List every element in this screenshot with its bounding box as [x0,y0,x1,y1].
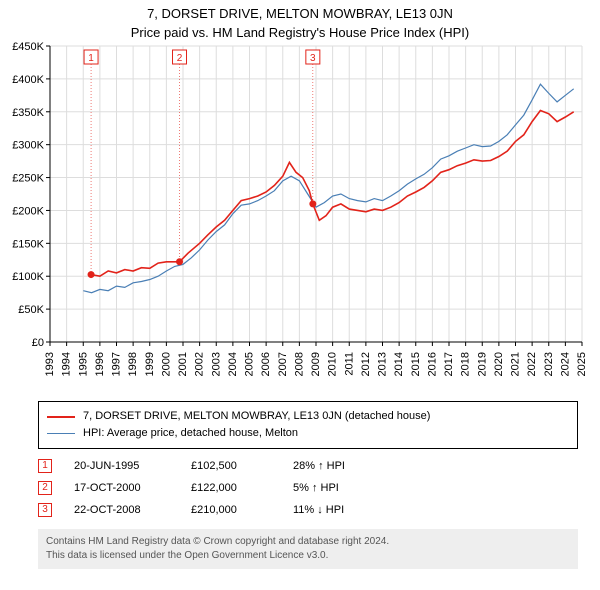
x-tick-label: 1996 [94,352,106,376]
sale-flag-label: 1 [88,53,94,64]
sale-marker-box: 1 [38,459,52,473]
x-tick-label: 2007 [277,352,289,376]
x-tick-label: 1995 [77,352,89,376]
x-tick-label: 2000 [160,352,172,376]
y-tick-label: £450K [12,42,44,53]
x-tick-label: 2001 [177,352,189,376]
y-tick-label: £250K [12,173,44,185]
legend-swatch [47,416,75,418]
x-tick-label: 2021 [510,352,522,376]
sale-diff: 28% ↑ HPI [293,455,345,477]
x-tick-label: 2013 [377,352,389,376]
sale-price: £102,500 [191,455,271,477]
sale-row: 2 17-OCT-2000 £122,000 5% ↑ HPI [38,477,578,499]
y-tick-label: £300K [12,140,44,152]
y-tick-label: £150K [12,238,44,250]
legend-label: HPI: Average price, detached house, Melt… [83,425,298,442]
footer-line1: Contains HM Land Registry data © Crown c… [46,535,570,549]
x-tick-label: 2016 [426,352,438,376]
x-tick-label: 2020 [493,352,505,376]
y-tick-label: £50K [18,304,44,316]
sale-date: 20-JUN-1995 [74,455,169,477]
x-tick-label: 2023 [543,352,555,376]
sale-price: £122,000 [191,477,271,499]
title-address: 7, DORSET DRIVE, MELTON MOWBRAY, LE13 0J… [0,6,600,21]
legend-row: HPI: Average price, detached house, Melt… [47,425,569,442]
sale-marker-box: 2 [38,481,52,495]
x-tick-label: 2005 [244,352,256,376]
x-tick-label: 2003 [210,352,222,376]
chart-container: 7, DORSET DRIVE, MELTON MOWBRAY, LE13 0J… [0,0,600,569]
sale-date: 22-OCT-2008 [74,499,169,521]
sale-diff: 5% ↑ HPI [293,477,339,499]
sale-price: £210,000 [191,499,271,521]
x-tick-label: 2014 [393,352,405,376]
attribution-footer: Contains HM Land Registry data © Crown c… [38,529,578,569]
x-tick-label: 2025 [576,352,588,376]
x-tick-label: 1994 [61,352,73,376]
y-tick-label: £200K [12,205,44,217]
x-tick-label: 2009 [310,352,322,376]
x-tick-label: 2019 [476,352,488,376]
legend-label: 7, DORSET DRIVE, MELTON MOWBRAY, LE13 0J… [83,408,430,425]
y-tick-label: £100K [12,271,44,283]
x-tick-label: 1998 [127,352,139,376]
sale-marker-box: 3 [38,503,52,517]
legend: 7, DORSET DRIVE, MELTON MOWBRAY, LE13 0J… [38,401,578,449]
y-tick-label: £0 [32,337,44,349]
legend-row: 7, DORSET DRIVE, MELTON MOWBRAY, LE13 0J… [47,408,569,425]
y-tick-label: £400K [12,74,44,86]
x-tick-label: 1999 [144,352,156,376]
sale-row: 1 20-JUN-1995 £102,500 28% ↑ HPI [38,455,578,477]
x-tick-label: 1997 [111,352,123,376]
x-tick-label: 2008 [293,352,305,376]
x-tick-label: 2010 [327,352,339,376]
y-tick-label: £350K [12,107,44,119]
x-tick-label: 2002 [194,352,206,376]
sale-date: 17-OCT-2000 [74,477,169,499]
x-tick-label: 2015 [410,352,422,376]
sale-diff: 11% ↓ HPI [293,499,344,521]
series-hpi [83,84,573,293]
chart-titles: 7, DORSET DRIVE, MELTON MOWBRAY, LE13 0J… [0,0,600,42]
sale-flag-label: 2 [177,53,183,64]
legend-swatch [47,433,75,434]
x-tick-label: 2006 [260,352,272,376]
footer-line2: This data is licensed under the Open Gov… [46,549,570,563]
x-tick-label: 2017 [443,352,455,376]
x-tick-label: 2011 [343,352,355,376]
sale-flag-label: 3 [310,53,316,64]
x-tick-label: 2012 [360,352,372,376]
x-tick-label: 2022 [526,352,538,376]
price-chart: £0 £50K £100K £150K £200K £250K £300K £350K £400… [0,42,600,397]
x-tick-label: 2004 [227,352,239,376]
x-tick-label: 2024 [559,352,571,376]
x-tick-label: 2018 [460,352,472,376]
sales-list: 1 20-JUN-1995 £102,500 28% ↑ HPI 2 17-OCT-200… [38,455,578,521]
title-subtitle: Price paid vs. HM Land Registry's House … [0,25,600,40]
x-tick-label: 1993 [44,352,56,376]
sale-row: 3 22-OCT-2008 £210,000 11% ↓ HPI [38,499,578,521]
